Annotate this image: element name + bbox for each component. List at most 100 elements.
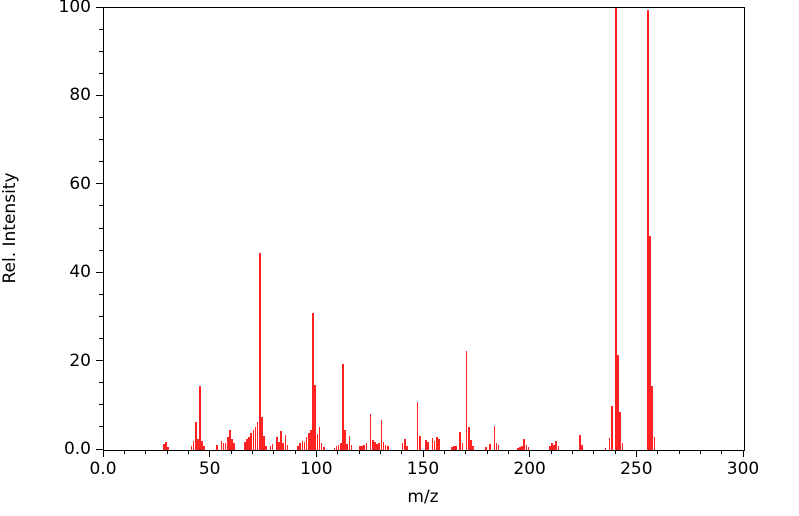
x-minor-tick <box>294 450 296 454</box>
x-tick-label: 0.0 <box>89 459 117 479</box>
x-minor-tick <box>230 450 232 454</box>
x-tick-label: 300 <box>726 459 760 479</box>
spectrum-peak <box>472 446 474 450</box>
x-minor-tick <box>273 450 275 454</box>
x-tick-label: 250 <box>620 459 653 479</box>
spectrum-peak <box>581 444 583 450</box>
spectrum-peak <box>286 444 289 450</box>
y-minor-tick <box>99 205 103 207</box>
y-tick-label: 100 <box>58 0 91 17</box>
spectrum-peak <box>305 436 308 450</box>
spectrum-peak <box>619 412 622 450</box>
spectrum-peak <box>250 433 252 450</box>
x-major-tick <box>742 450 744 457</box>
spectrum-peak <box>276 436 278 450</box>
x-major-tick <box>529 450 531 457</box>
spectrum-peak <box>190 445 193 450</box>
spectrum-peak <box>376 443 378 450</box>
y-minor-tick <box>99 315 103 317</box>
spectrum-peak <box>197 438 199 450</box>
spectrum-peak <box>258 253 261 450</box>
spectrum-peak <box>553 444 555 450</box>
spectrum-peak <box>416 402 419 450</box>
spectrum-peak <box>485 447 487 450</box>
x-tick-label: 200 <box>513 459 546 479</box>
spectrum-peak <box>297 445 299 450</box>
x-minor-tick <box>123 450 125 454</box>
spectrum-peak <box>269 446 272 450</box>
spectrum-peak <box>320 442 323 450</box>
spectrum-peak <box>308 433 310 450</box>
spectrum-peak <box>438 438 440 450</box>
x-minor-tick <box>379 450 381 454</box>
spectrum-peak <box>401 443 404 450</box>
spectrum-peak <box>431 437 434 450</box>
spectrum-peak <box>261 417 263 450</box>
spectrum-peak <box>519 446 521 450</box>
x-minor-tick <box>443 450 445 454</box>
spectrum-peak <box>192 441 195 450</box>
spectrum-peak <box>459 432 462 450</box>
spectrum-peak <box>621 443 624 450</box>
spectrum-peak <box>374 442 376 450</box>
y-minor-tick <box>99 249 103 251</box>
spectrum-peak <box>617 354 619 450</box>
spectrum-peak <box>615 8 617 450</box>
x-minor-tick <box>251 450 253 454</box>
spectrum-peak <box>551 443 553 450</box>
y-minor-tick <box>99 117 103 118</box>
spectrum-peak <box>284 435 287 450</box>
spectrum-peak <box>450 447 453 450</box>
x-minor-tick <box>401 450 403 454</box>
y-major-tick <box>96 183 103 185</box>
y-minor-tick <box>99 139 103 141</box>
x-minor-tick <box>187 450 189 454</box>
spectrum-peak <box>493 426 496 450</box>
x-tick-label: 150 <box>406 459 440 479</box>
spectrum-peak <box>162 444 165 450</box>
x-minor-tick <box>465 450 467 454</box>
spectrum-peak <box>608 437 611 450</box>
x-minor-tick <box>166 450 168 454</box>
spectrum-peak <box>372 439 374 450</box>
spectrum-peak <box>316 433 319 450</box>
spectrum-peak <box>557 445 560 450</box>
y-major-tick <box>96 271 103 273</box>
spectrum-peak <box>455 445 457 450</box>
spectrum-peak <box>653 436 656 450</box>
x-minor-tick <box>657 450 659 454</box>
spectrum-peak <box>489 444 491 450</box>
spectrum-peak <box>549 446 551 450</box>
spectrum-peak <box>337 444 340 450</box>
spectrum-peak <box>365 443 368 450</box>
spectrum-peak <box>342 363 344 450</box>
spectrum-peak <box>348 435 351 450</box>
spectrum-peak <box>233 442 235 450</box>
y-minor-tick <box>99 161 103 163</box>
spectrum-peak <box>647 10 649 450</box>
y-tick-label: 0.0 <box>63 439 91 459</box>
spectrum-peak <box>340 443 342 450</box>
spectrum-peak <box>280 430 282 450</box>
y-minor-tick <box>99 338 103 339</box>
spectrum-peak <box>229 429 231 450</box>
y-minor-tick <box>99 404 103 406</box>
x-major-tick <box>635 450 637 457</box>
y-tick-label: 20 <box>69 350 91 371</box>
spectrum-peak <box>517 447 519 450</box>
spectrum-peak <box>246 439 248 450</box>
spectrum-peak <box>199 385 201 450</box>
spectrum-peak <box>312 312 314 450</box>
spectrum-peak <box>361 445 363 450</box>
spectrum-peak <box>384 444 387 450</box>
y-axis-title: Rel. Intensity <box>0 172 20 284</box>
spectrum-peak <box>203 445 206 450</box>
spectrum-peak <box>610 405 613 450</box>
spectrum-peak <box>299 442 302 450</box>
spectrum-peak <box>333 447 336 450</box>
x-minor-tick <box>358 450 360 454</box>
spectrum-peak <box>418 435 421 450</box>
spectrum-peak <box>301 441 304 450</box>
spectrum-peak <box>382 442 385 450</box>
spectrum-peak <box>344 429 346 450</box>
